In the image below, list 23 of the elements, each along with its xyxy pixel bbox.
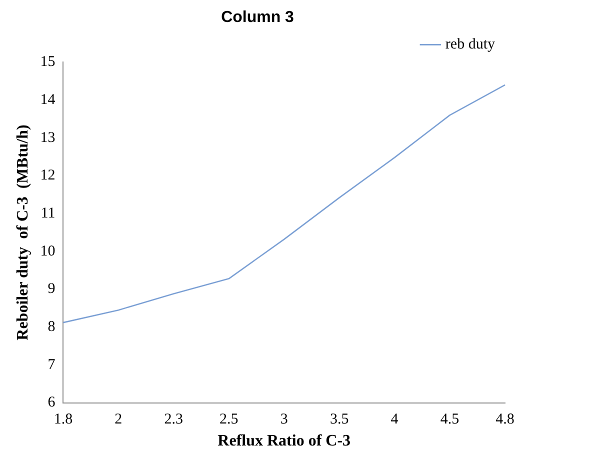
y-tick-label: 13 <box>40 130 56 146</box>
y-tick-label: 15 <box>40 54 56 70</box>
y-tick-label: 9 <box>48 281 56 298</box>
y-tick-label: 10 <box>40 243 56 260</box>
y-tick-label: 11 <box>40 206 56 222</box>
y-tick-label: 14 <box>40 92 56 108</box>
x-tick-label: 2 <box>114 412 122 428</box>
chart-title: Column 3 <box>221 9 294 26</box>
x-tick-label: 2.5 <box>220 412 238 428</box>
x-tick-label: 4 <box>390 412 399 428</box>
x-tick-label: 3.5 <box>330 412 349 428</box>
x-tick-label: 2.3 <box>164 412 184 428</box>
x-tick-label: 3 <box>280 412 288 428</box>
x-tick-label: 4.8 <box>496 412 514 428</box>
y-axis-title: Reboiler duty of C-3 (MBtu/h) <box>14 124 32 340</box>
x-axis-title: Reflux Ratio of C-3 <box>218 432 351 450</box>
y-tick-label: 8 <box>48 319 56 336</box>
x-tick-label: 1.8 <box>54 412 73 428</box>
y-tick-label: 7 <box>48 356 56 373</box>
y-tick-label: 12 <box>40 168 56 184</box>
legend-label: reb duty <box>445 36 496 53</box>
x-tick-label: 4.5 <box>440 412 460 428</box>
y-tick-label: 6 <box>48 394 56 411</box>
